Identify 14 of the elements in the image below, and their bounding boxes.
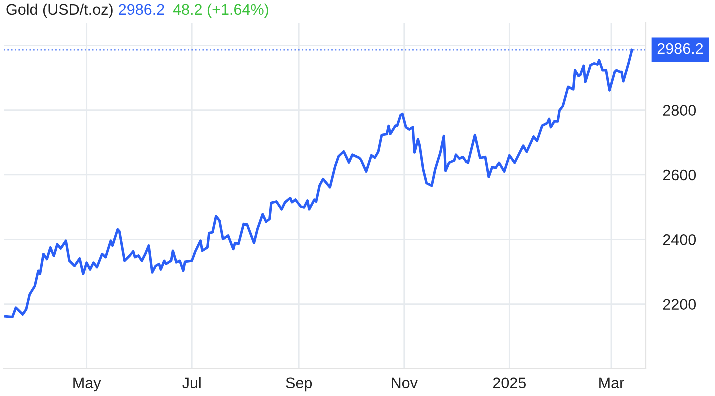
x-tick-label: Jul: [182, 377, 201, 389]
ref-line-label: 2986.2: [658, 43, 704, 54]
x-tick-label: 2025: [493, 378, 526, 389]
text: 48.2 (+1.64%): [173, 4, 268, 18]
chart-title: Gold (USD/t.oz): [6, 4, 113, 18]
x-tick-label: Nov: [392, 378, 418, 389]
y-tick-label: 2600: [663, 170, 696, 181]
y-tick-label: 2200: [663, 299, 696, 310]
y-tick-label: 2400: [663, 234, 696, 246]
x-tick-label: May: [74, 378, 102, 392]
y-tick-label: 2800: [663, 105, 696, 116]
x-tick-label: Sep: [286, 378, 312, 392]
x-tick-label: Mar: [600, 378, 624, 389]
text: 2986.2: [119, 4, 164, 16]
